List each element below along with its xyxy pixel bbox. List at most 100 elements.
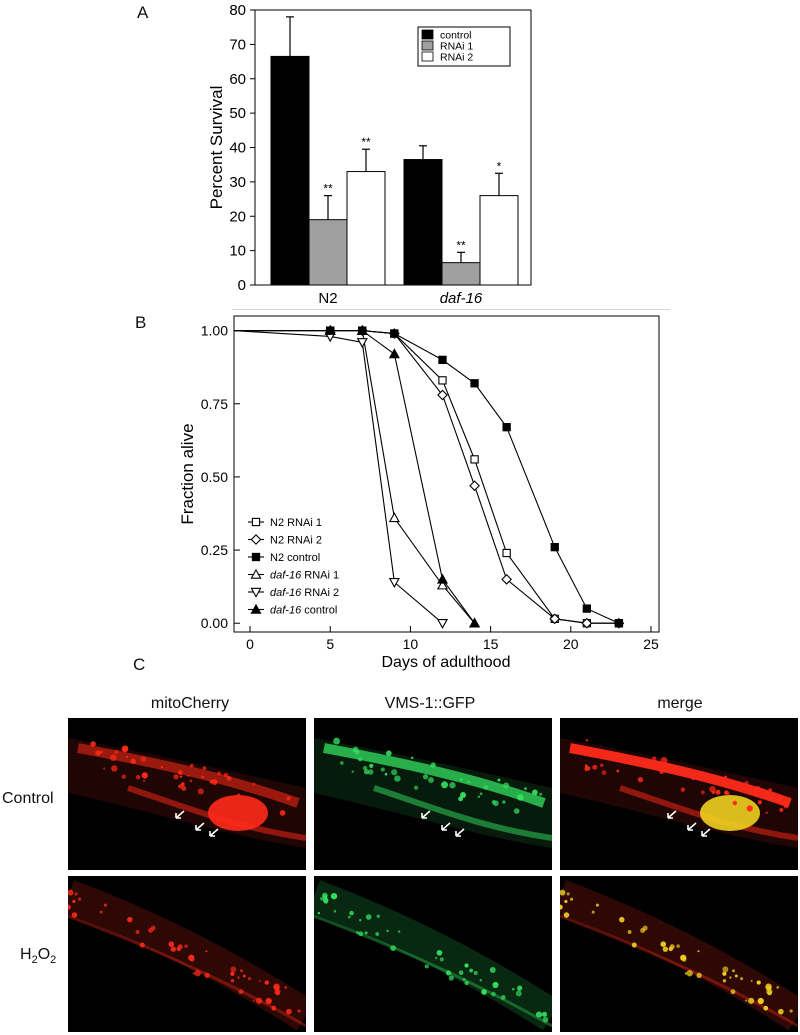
arrow-icon (701, 828, 711, 837)
mitochondria-dot (715, 789, 721, 795)
micrograph-control-mitocherry (68, 718, 306, 870)
mitochondria-dot (448, 975, 454, 981)
mitochondria-dot (141, 772, 148, 779)
mitochondria-dot (756, 980, 761, 985)
mitochondria-dot (364, 931, 368, 935)
significance-mark: ** (361, 135, 371, 149)
arrow-icon (455, 828, 465, 837)
tissue-band (323, 743, 546, 808)
series-n2-control (234, 326, 624, 628)
column-title-mitocherry: mitoCherry (150, 695, 230, 712)
mitochondria-dot (391, 769, 398, 776)
mitochondria-dot (202, 766, 207, 770)
mitochondria-dot (95, 750, 101, 756)
legend-label: daf-16 control (270, 605, 337, 617)
mitochondria-dot (192, 972, 196, 975)
mitochondria-dot (435, 956, 438, 960)
mitochondria-dot (242, 974, 246, 978)
mitochondria-dot (732, 969, 735, 973)
mitochondria-dot (369, 763, 374, 769)
mitochondria-dot (753, 791, 758, 796)
mitochondria-dot (109, 754, 117, 762)
bar (441, 262, 481, 286)
mitochondria-dot (740, 977, 744, 981)
mitochondria-dot (177, 944, 183, 950)
mitochondria-dot (489, 967, 496, 973)
mitochondria-dot (600, 763, 604, 767)
legend-swatch (421, 29, 434, 40)
mitochondria-dot (492, 981, 499, 989)
mitochondria-dot (730, 989, 736, 995)
data-point (470, 455, 479, 464)
mitochondria-dot (99, 910, 103, 914)
mitochondria-dot (413, 785, 419, 790)
mitochondria-dot (317, 911, 321, 915)
mitochondria-dot (601, 770, 607, 776)
mitochondria-dot (779, 807, 784, 812)
mitochondria-dot (722, 971, 727, 976)
data-point (250, 603, 262, 614)
mitochondria-dot (659, 769, 664, 774)
column-title-merge: merge (657, 695, 703, 712)
mitochondria-dot (479, 979, 482, 982)
mitochondria-dot (286, 796, 291, 801)
mitochondria-dot (491, 799, 496, 805)
mitochondria-dot (340, 761, 344, 765)
mitochondria-dot (376, 914, 380, 918)
y-tick-label: 40 (229, 140, 246, 157)
mitochondria-dot (394, 775, 401, 782)
mitochondria-dot (356, 931, 359, 934)
mitochondria-dot (68, 904, 71, 910)
mitochondria-dot (184, 944, 188, 948)
mitochondria-dot (449, 782, 456, 789)
y-tick-label: 80 (229, 2, 246, 19)
arrow-icon (441, 822, 451, 831)
mitochondria-dot (754, 785, 762, 793)
mitochondria-dot (700, 790, 705, 795)
arrow-icon (421, 810, 431, 819)
series-n2-rnai-1 (234, 326, 624, 628)
mitochondria-dot (483, 784, 489, 790)
mitochondria-dot (279, 810, 286, 816)
tissue-glow (560, 880, 798, 1031)
data-point (582, 604, 591, 613)
mitochondria-dot (180, 782, 185, 786)
mitochondria-dot (686, 970, 693, 977)
legend-swatch (421, 40, 434, 51)
mitochondria-dot (776, 986, 779, 989)
mitochondria-dot (179, 775, 183, 778)
mitochondria-dot (464, 963, 469, 968)
bar (403, 159, 443, 286)
mitochondria-dot (722, 966, 729, 973)
legend-label-gene: daf-16 (270, 605, 302, 617)
mitochondria-dot (209, 781, 213, 784)
mitochondria-dot (778, 795, 784, 801)
tissue-bright-spot (700, 795, 760, 831)
y-tick-label: 0.00 (201, 615, 228, 631)
y-tick-label: 0.50 (201, 469, 228, 485)
mitochondria-dot (729, 976, 732, 979)
mitochondria-dot (513, 808, 520, 814)
row-label-h2o2: H2O2 (20, 946, 57, 967)
mitochondria-dot (652, 756, 657, 761)
mitochondria-dot (722, 979, 727, 983)
mitochondria-dot (320, 897, 324, 901)
mitochondria-dot (473, 971, 478, 976)
series-n2-rnai-2 (234, 325, 625, 629)
significance-mark: ** (323, 182, 333, 196)
tissue-band (68, 914, 306, 1028)
row-label-control: Control (2, 790, 54, 807)
legend-label: control (440, 30, 472, 42)
mitochondria-dot (662, 769, 666, 773)
tissue-band (314, 914, 552, 1028)
legend-label: RNAi 2 (440, 52, 473, 64)
y-tick-label: 0.25 (201, 542, 228, 558)
tissue-band (77, 743, 300, 808)
mitochondria-dot (72, 899, 76, 904)
legend-label: RNAi 1 (440, 41, 473, 53)
series-daf-16-rnai-2 (233, 330, 449, 629)
data-point (250, 534, 262, 545)
mitochondria-dot (90, 741, 96, 747)
mitochondria-dot (765, 811, 768, 814)
mitochondria-dot (542, 1016, 549, 1023)
